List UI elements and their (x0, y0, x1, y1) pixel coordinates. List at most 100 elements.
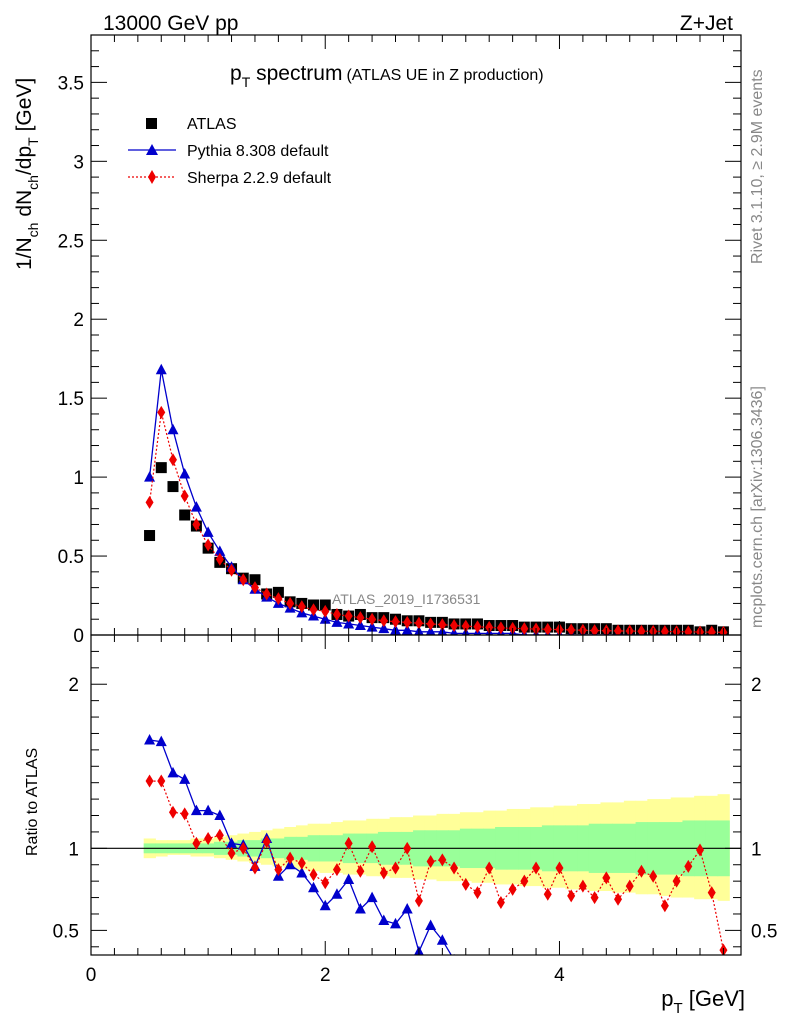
main-sherpa-point (204, 538, 213, 552)
mcplots-reference-label: mcplots.cern.ch [arXiv:1306.3436] (749, 386, 766, 628)
main-pythia-point (319, 613, 331, 624)
ratio-pythia-point (390, 917, 402, 929)
ratio-pythia-point (354, 903, 366, 914)
main-sherpa-point (227, 563, 236, 577)
x-tick-label: 0 (86, 965, 97, 986)
ratio-pythia-point (531, 977, 542, 988)
main-atlas-point (155, 462, 167, 474)
ratio-sherpa-point (262, 835, 271, 849)
ratio-pythia-point (566, 982, 577, 993)
ratio-pythia-point (202, 804, 214, 816)
main-y-tick-label: 2 (73, 310, 84, 331)
ratio-sherpa-point (696, 843, 705, 857)
ratio-pythia-point (460, 957, 471, 968)
main-sherpa-point (684, 625, 693, 635)
ratio-sherpa-point (707, 886, 716, 900)
main-sherpa-point (403, 615, 412, 629)
ratio-sherpa-point (438, 853, 447, 867)
ratio-sherpa-point (520, 874, 529, 888)
main-sherpa-point (637, 624, 646, 635)
main-sherpa-point (567, 623, 576, 635)
ratio-panel (91, 734, 741, 1001)
ratio-pythia-point (472, 960, 483, 971)
ratio-sherpa-point (192, 836, 201, 850)
main-y-tick-label: 3.5 (58, 73, 84, 94)
main-y-tick-label: 0.5 (58, 547, 84, 568)
main-atlas-point (249, 574, 261, 586)
ratio-sherpa-point (684, 859, 693, 873)
rivet-version-label: Rivet 3.1.10, ≥ 2.9M events (749, 69, 766, 264)
main-sherpa-point (168, 453, 177, 467)
energy-label: 13000 GeV pp (103, 12, 238, 35)
main-sherpa-point (157, 405, 166, 419)
ratio-sherpa-point (508, 882, 517, 896)
ratio-y-tick-label-left: 1 (68, 839, 79, 860)
main-pythia-point (343, 617, 355, 629)
main-sherpa-point (286, 596, 295, 610)
legend-label-atlas: ATLAS (187, 116, 237, 133)
main-sherpa-point (614, 624, 623, 635)
ratio-pythia-point (484, 964, 495, 975)
main-pythia-point (167, 423, 179, 435)
ratio-sherpa-point (590, 891, 599, 905)
main-sherpa-point (321, 604, 330, 618)
ratio-pythia-point (179, 773, 191, 784)
ratio-pythia-point (495, 967, 506, 978)
main-sherpa-point (450, 619, 459, 633)
ratio-sherpa-point (332, 863, 341, 877)
ratio-sherpa-point (614, 892, 623, 906)
ratio-sherpa-point (379, 866, 388, 880)
ratio-sherpa-point (672, 874, 681, 888)
main-ylabel: 1/Nch dNch/dpT [GeV] (13, 78, 41, 270)
legend: ATLAS Pythia 8.308 default Sherpa 2.2.9 … (128, 116, 332, 187)
ratio-pythia-point (144, 734, 156, 745)
main-title: pT spectrum (ATLAS UE in Z production) (230, 62, 544, 90)
ratio-sherpa-point (344, 836, 353, 850)
ratio-pythia-point (577, 983, 588, 994)
main-sherpa-point (379, 614, 388, 628)
ratio-sherpa-point (532, 861, 541, 875)
title-rest: spectrum (250, 62, 342, 85)
main-sherpa-point (543, 622, 552, 635)
main-sherpa-point (438, 618, 447, 632)
main-sherpa-point (145, 495, 154, 509)
main-sherpa-point (520, 622, 529, 635)
ratio-pythia-point (190, 804, 202, 816)
main-sherpa-point (262, 587, 271, 601)
ratio-sherpa-point (356, 864, 365, 878)
title-sub-t: T (242, 74, 251, 90)
main-sherpa-point (250, 581, 259, 595)
main-sherpa-point (590, 624, 599, 635)
ratio-sherpa-point (450, 861, 459, 875)
main-y-tick-label: 3 (73, 152, 84, 173)
main-pythia-point (366, 621, 378, 632)
main-pythia-point (331, 616, 343, 627)
ratio-pythia-point (636, 990, 647, 1001)
ratio-sherpa-point (567, 889, 576, 903)
main-sherpa-point (215, 552, 224, 566)
ratio-sherpa-point (637, 864, 646, 878)
main-pythia-point (190, 501, 202, 512)
ratio-sherpa-point (391, 861, 400, 875)
main-atlas-point (179, 509, 191, 521)
main-pythia-point (378, 622, 390, 634)
ratio-sherpa-point (426, 854, 435, 868)
ratio-sherpa-point (403, 841, 412, 855)
ratio-sherpa-point (274, 863, 283, 877)
ratio-sherpa-point (555, 861, 564, 875)
ratio-pythia-point (296, 866, 308, 878)
ratio-pythia-point (624, 990, 635, 1001)
main-y-tick-label: 1 (73, 468, 84, 489)
ratio-sherpa-point (368, 840, 377, 854)
main-sherpa-point (180, 489, 189, 503)
ratio-sherpa-point (227, 846, 236, 860)
main-pythia-point (155, 363, 167, 375)
main-sherpa-point (426, 617, 435, 631)
main-sherpa-point (660, 625, 669, 635)
ratio-pythia-point (542, 979, 553, 990)
ratio-sherpa-point (461, 877, 470, 891)
main-pythia-point (179, 467, 191, 479)
ratio-pythia-point (167, 766, 179, 778)
main-sherpa-point (192, 517, 201, 531)
